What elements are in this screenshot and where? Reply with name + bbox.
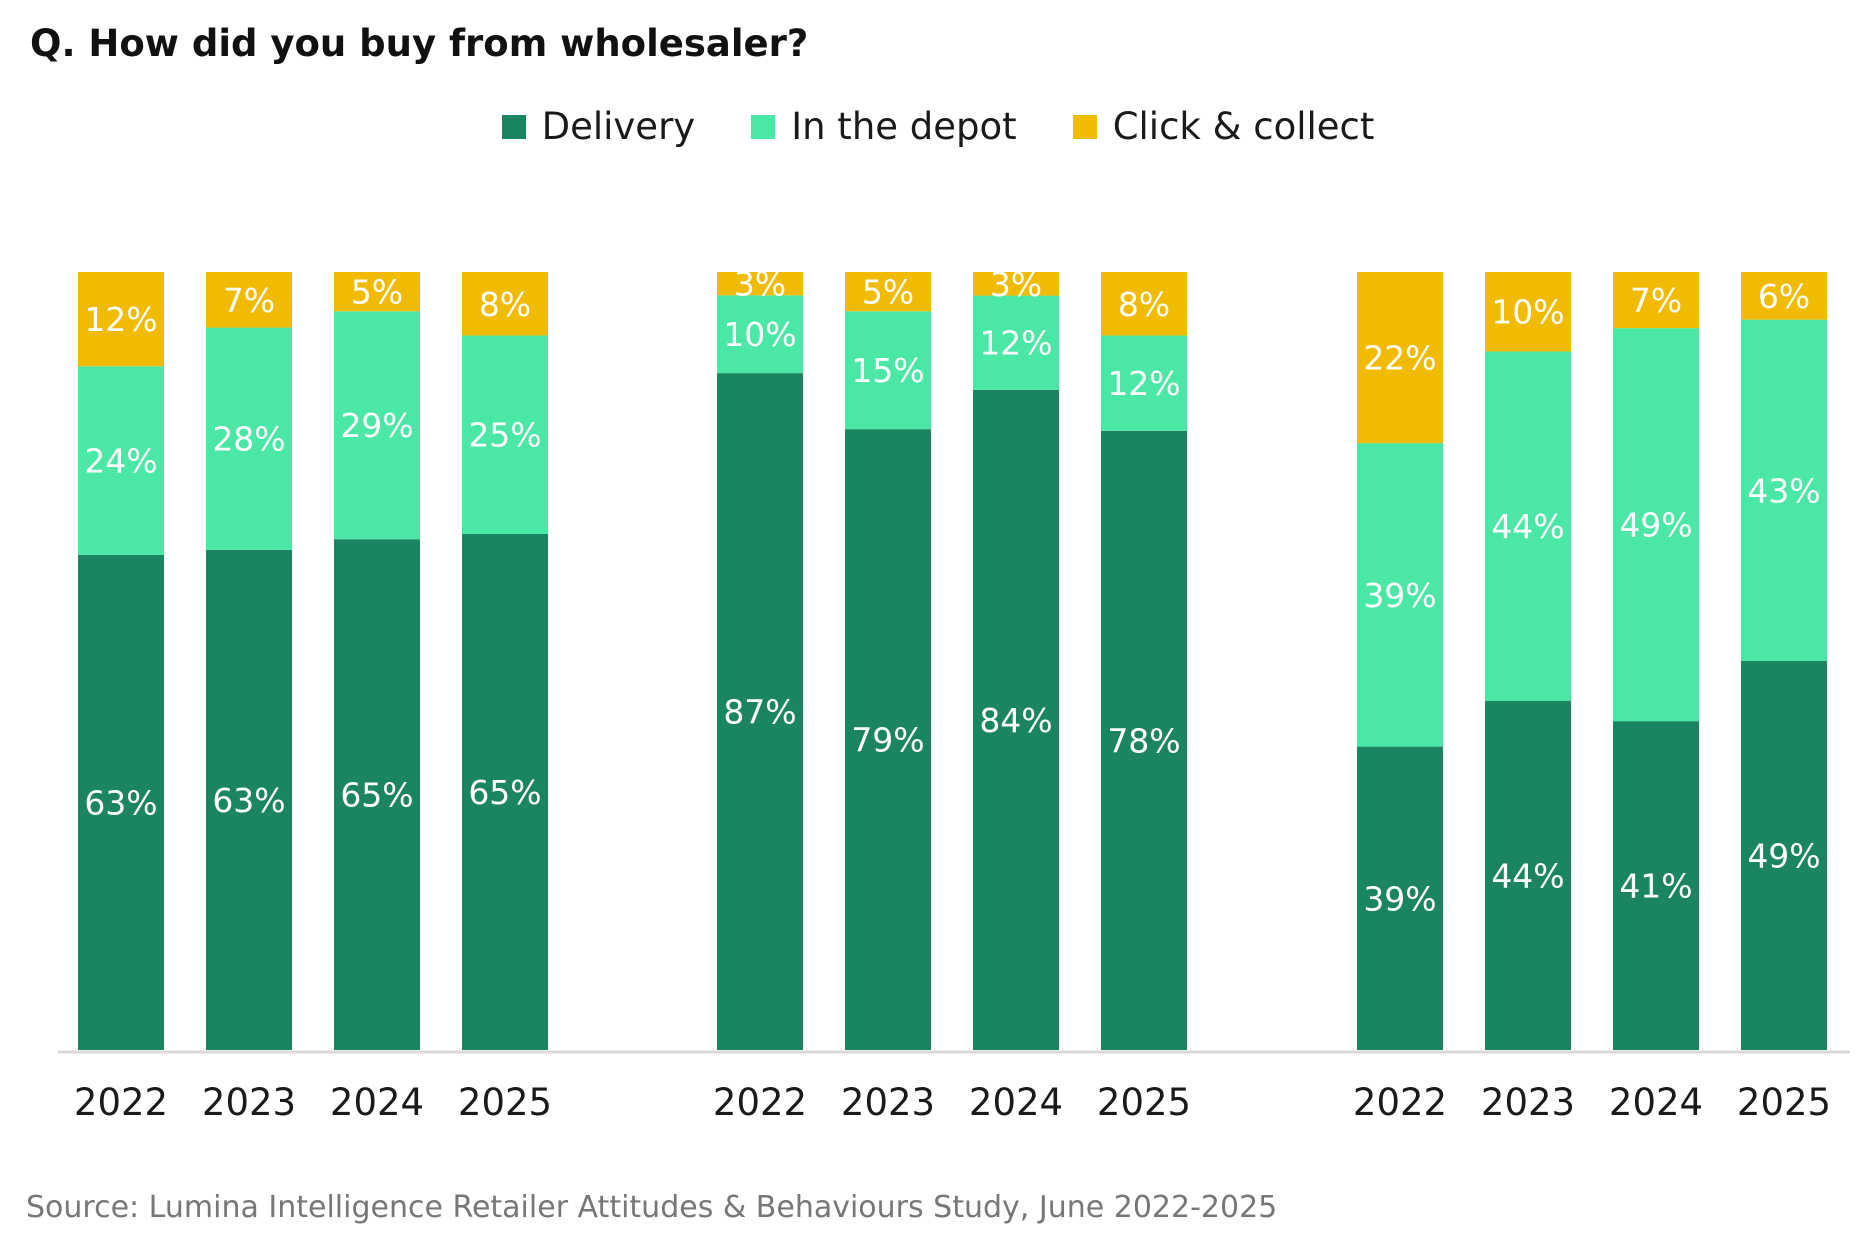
data-label-0-1-1: 28% — [212, 420, 285, 459]
data-label-1-2-2: 3% — [990, 265, 1042, 304]
bar-segment-2-3-2 — [1741, 272, 1827, 320]
bar-segment-2-3-0 — [1741, 661, 1827, 1050]
bar-segment-0-2-1 — [334, 311, 420, 540]
bar-segment-2-1-2 — [1485, 272, 1571, 352]
bar-segment-1-0-1 — [717, 295, 803, 374]
data-label-2-0-0: 39% — [1363, 879, 1436, 918]
bar-segment-2-1-0 — [1485, 700, 1571, 1050]
bar-segment-2-0-0 — [1357, 746, 1443, 1050]
data-label-2-2-0: 41% — [1619, 867, 1692, 906]
data-label-2-0-1: 39% — [1363, 576, 1436, 615]
bar-segment-1-1-0 — [845, 429, 931, 1050]
x-tick-label-0-1: 2023 — [202, 1081, 296, 1124]
data-label-1-0-2: 3% — [734, 265, 786, 304]
bar-segment-0-1-1 — [206, 327, 292, 550]
data-label-2-3-1: 43% — [1747, 471, 1820, 510]
x-tick-label-1-1: 2023 — [841, 1081, 935, 1124]
bar-segment-1-2-1 — [973, 295, 1059, 390]
bar-segment-1-3-0 — [1101, 430, 1187, 1050]
bar-segment-2-2-2 — [1613, 272, 1699, 329]
x-tick-label-2-0: 2022 — [1353, 1081, 1447, 1124]
bar-segment-0-1-2 — [206, 272, 292, 328]
data-label-1-0-0: 87% — [723, 693, 796, 732]
x-tick-label-1-0: 2022 — [713, 1081, 807, 1124]
bar-segment-0-2-2 — [334, 272, 420, 312]
bar-segment-0-3-0 — [462, 533, 548, 1050]
bar-segment-1-3-1 — [1101, 335, 1187, 431]
data-label-0-2-0: 65% — [340, 776, 413, 815]
bar-segment-0-2-0 — [334, 539, 420, 1050]
bar-segment-0-3-1 — [462, 335, 548, 534]
bar-segment-1-0-0 — [717, 373, 803, 1050]
bar-segment-2-2-1 — [1613, 328, 1699, 722]
data-label-1-1-0: 79% — [851, 721, 924, 760]
legend-label-1: In the depot — [791, 105, 1017, 148]
data-label-0-3-1: 25% — [468, 416, 541, 455]
data-label-1-1-1: 15% — [851, 351, 924, 390]
legend-item-0: Delivery — [501, 105, 696, 148]
bar-segment-1-2-0 — [973, 389, 1059, 1050]
data-label-2-2-2: 7% — [1630, 281, 1682, 320]
data-label-2-1-2: 10% — [1491, 293, 1564, 332]
data-label-1-3-0: 78% — [1107, 721, 1180, 760]
bar-segment-0-1-0 — [206, 549, 292, 1050]
data-label-1-0-1: 10% — [723, 315, 796, 354]
x-tick-label-1-2: 2024 — [969, 1081, 1063, 1124]
data-label-0-1-0: 63% — [212, 781, 285, 820]
legend-swatch-0 — [501, 114, 526, 139]
bar-segment-2-0-1 — [1357, 443, 1443, 747]
x-tick-label-2-2: 2024 — [1609, 1081, 1703, 1124]
data-label-0-1-2: 7% — [223, 281, 275, 320]
legend-swatch-1 — [751, 114, 776, 139]
bar-segment-2-2-0 — [1613, 721, 1699, 1050]
data-label-1-2-1: 12% — [979, 324, 1052, 363]
x-tick-label-2-1: 2023 — [1481, 1081, 1575, 1124]
x-tick-label-0-3: 2025 — [458, 1081, 552, 1124]
data-label-1-1-2: 5% — [862, 273, 914, 312]
data-label-2-0-2: 22% — [1363, 339, 1436, 378]
data-label-0-0-0: 63% — [84, 783, 157, 822]
bar-segment-1-3-2 — [1101, 272, 1187, 336]
data-label-0-0-1: 24% — [84, 442, 157, 481]
data-label-0-3-2: 8% — [479, 285, 531, 324]
source-note: Source: Lumina Intelligence Retailer Att… — [26, 1190, 1278, 1225]
data-label-0-3-0: 65% — [468, 773, 541, 812]
legend-swatch-2 — [1072, 114, 1097, 139]
data-label-1-2-0: 84% — [979, 701, 1052, 740]
data-label-0-0-2: 12% — [84, 300, 157, 339]
data-label-2-2-1: 49% — [1619, 506, 1692, 545]
data-label-1-3-1: 12% — [1107, 364, 1180, 403]
legend-item-2: Click & collect — [1072, 105, 1375, 148]
bar-segment-0-0-1 — [78, 366, 164, 555]
x-tick-label-0-2: 2024 — [330, 1081, 424, 1124]
x-tick-label-2-3: 2025 — [1737, 1081, 1831, 1124]
bar-segment-1-1-2 — [845, 272, 931, 312]
legend-item-1: In the depot — [751, 105, 1017, 148]
chart-legend: Delivery In the depot Click & collect — [0, 105, 1876, 148]
legend-label-0: Delivery — [541, 105, 696, 148]
data-label-0-2-2: 5% — [351, 273, 403, 312]
data-label-2-3-2: 6% — [1758, 277, 1810, 316]
bar-segment-2-3-1 — [1741, 319, 1827, 661]
bar-segment-2-1-1 — [1485, 351, 1571, 701]
bar-segment-1-1-1 — [845, 311, 931, 430]
x-tick-label-0-0: 2022 — [74, 1081, 168, 1124]
x-tick-label-1-3: 2025 — [1097, 1081, 1191, 1124]
bar-segment-1-0-2 — [717, 272, 803, 296]
data-label-2-1-0: 44% — [1491, 856, 1564, 895]
bar-segment-0-0-0 — [78, 554, 164, 1050]
bar-segment-2-0-2 — [1357, 272, 1443, 444]
bar-segment-1-2-2 — [973, 272, 1059, 296]
data-label-1-3-2: 8% — [1118, 285, 1170, 324]
legend-label-2: Click & collect — [1112, 105, 1375, 148]
chart-title: Q. How did you buy from wholesaler? — [30, 22, 809, 65]
bar-segment-0-0-2 — [78, 272, 164, 367]
data-label-0-2-1: 29% — [340, 406, 413, 445]
bar-segment-0-3-2 — [462, 272, 548, 336]
data-label-2-3-0: 49% — [1747, 837, 1820, 876]
data-label-2-1-1: 44% — [1491, 507, 1564, 546]
